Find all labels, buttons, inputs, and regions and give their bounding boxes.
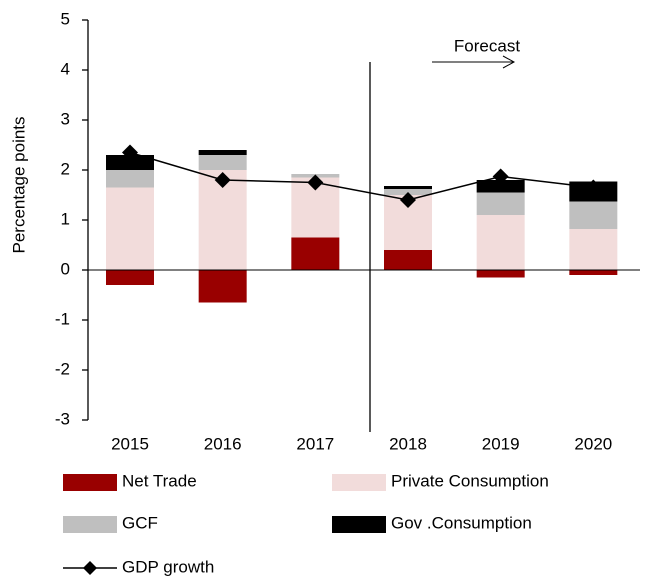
bar-segment <box>198 155 247 170</box>
bar-segment <box>106 170 154 188</box>
legend-swatch <box>63 516 117 533</box>
bar-segment <box>476 192 525 215</box>
bar-segment <box>106 187 154 270</box>
annotation: Forecast <box>454 36 520 55</box>
line-marker <box>585 179 602 196</box>
x-tick-label: 2015 <box>111 434 149 453</box>
line-marker <box>400 192 416 208</box>
y-tick-label: 5 <box>61 9 70 28</box>
y-tick-label: -2 <box>55 359 70 378</box>
y-tick-label: 0 <box>61 259 70 278</box>
x-tick-label: 2020 <box>574 434 612 453</box>
y-axis-label: Percentage points <box>9 116 28 253</box>
y-tick-label: 3 <box>61 109 70 128</box>
bar-segment <box>198 270 247 303</box>
bar-segment <box>198 150 247 155</box>
bar-segment <box>384 186 432 189</box>
legend-label: GCF <box>122 513 158 532</box>
bar-segment <box>569 201 618 229</box>
y-tick-label: -3 <box>55 409 70 428</box>
bar-segment <box>106 270 154 285</box>
legend-swatch <box>332 474 386 491</box>
x-tick-label: 2018 <box>389 434 427 453</box>
line-marker <box>492 168 509 185</box>
line-marker <box>122 144 138 161</box>
bar-segment <box>291 237 340 270</box>
line-marker <box>307 174 324 191</box>
y-tick-label: 2 <box>61 159 70 178</box>
y-tick-label: 4 <box>61 59 70 78</box>
legend-label: GDP growth <box>122 557 214 576</box>
y-tick-label: 1 <box>61 209 70 228</box>
legend-swatch <box>332 516 386 533</box>
line <box>129 151 594 201</box>
legend-label: Net Trade <box>122 471 197 490</box>
annotation-arrowhead <box>502 55 516 69</box>
x-tick-label: 2017 <box>296 434 334 453</box>
bar-segment <box>476 215 525 270</box>
legend-marker <box>83 561 97 575</box>
bar-segment <box>569 270 618 275</box>
x-tick-label: 2019 <box>482 434 520 453</box>
bar-segment <box>106 155 154 170</box>
x-tick-label: 2016 <box>204 434 242 453</box>
bar-segment <box>384 250 432 270</box>
bar-segment <box>569 229 618 270</box>
bar-segment <box>476 180 525 193</box>
y-tick-label: -1 <box>55 309 70 328</box>
legend-label: Private Consumption <box>391 471 549 490</box>
line-marker <box>214 172 231 188</box>
legend-swatch <box>63 474 117 491</box>
legend-label: Gov .Consumption <box>391 513 532 532</box>
bar-segment <box>476 270 525 278</box>
